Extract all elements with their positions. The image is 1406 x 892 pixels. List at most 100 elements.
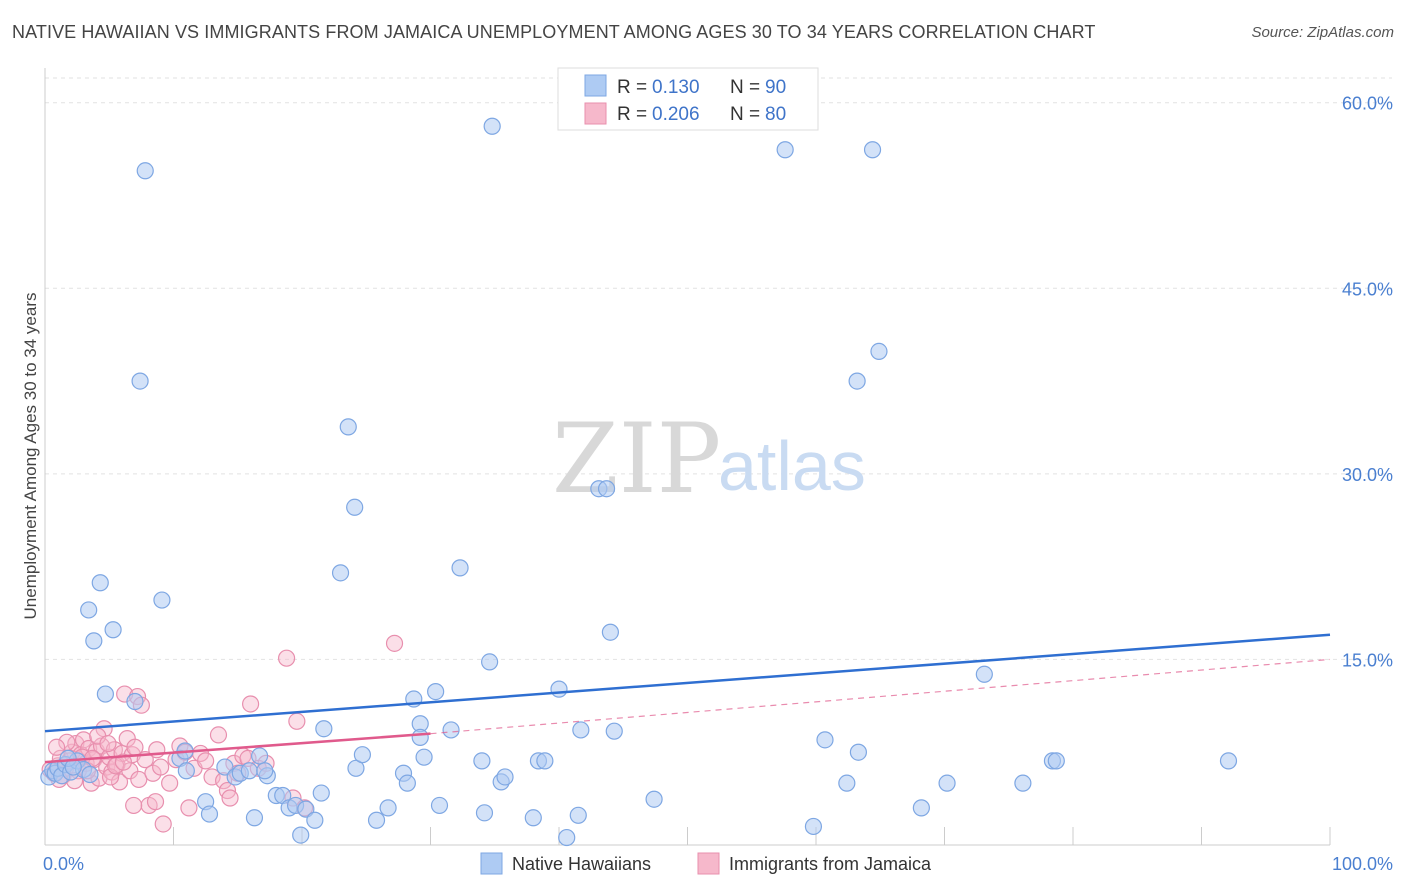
jamaica-point-62	[277, 649, 296, 667]
jamaica-point-70	[101, 768, 120, 786]
native-hawaiian-point-25	[200, 805, 219, 823]
jamaica-point-25	[110, 773, 129, 791]
series-native-hawaiians-points	[40, 117, 1238, 847]
legend-box: R = 0.130 N = 90 R = 0.206 N = 80	[557, 67, 819, 131]
jamaica-point-40	[146, 793, 165, 811]
watermark-atlas: atlas	[718, 427, 866, 505]
jamaica-point-54	[221, 789, 239, 807]
native-hawaiian-point-38	[297, 800, 315, 818]
jamaica-point-42	[161, 774, 179, 792]
native-hawaiian-point-16	[153, 591, 171, 609]
native-hawaiian-point-42	[315, 720, 333, 738]
bottom-legend-label-jamaica: Immigrants from Jamaica	[729, 854, 932, 874]
legend-r-value-1: 0.130	[652, 77, 700, 98]
jamaica-point-41	[154, 815, 172, 833]
native-hawaiian-point-59	[451, 559, 469, 577]
native-hawaiian-point-41	[312, 784, 330, 802]
native-hawaiian-point-31	[250, 747, 269, 765]
bottom-legend-swatch-jamaica	[697, 852, 720, 875]
native-hawaiian-point-79	[816, 731, 834, 749]
native-hawaiian-point-44	[339, 418, 357, 436]
native-hawaiian-point-74	[601, 623, 620, 641]
native-hawaiian-point-89	[1014, 774, 1032, 792]
native-hawaiian-point-73	[597, 480, 616, 498]
native-hawaiian-point-51	[398, 774, 416, 792]
native-hawaiian-point-58	[442, 721, 460, 739]
y-axis-label: Unemployment Among Ages 30 to 34 years	[21, 293, 40, 620]
x-tick-label-0: 0.0%	[43, 854, 84, 874]
jamaica-point-46	[180, 799, 198, 817]
y-tick-labels: 15.0% 30.0% 45.0% 60.0%	[1342, 94, 1393, 671]
native-hawaiian-point-45	[346, 498, 364, 516]
native-hawaiian-point-57	[430, 796, 449, 815]
native-hawaiian-point-67	[536, 752, 554, 770]
native-hawaiian-point-56	[427, 682, 445, 701]
native-hawaiian-point-12	[136, 162, 154, 180]
legend-swatch-jamaica	[584, 102, 607, 125]
legend-swatch-native-hawaiians	[584, 74, 607, 97]
legend-n-value-2: 80	[765, 104, 786, 125]
native-hawaiian-point-54	[411, 728, 429, 746]
native-hawaiian-point-77	[645, 790, 663, 808]
native-hawaiian-point-83	[848, 372, 866, 390]
jamaica-point-11	[74, 731, 93, 749]
native-hawaiian-point-88	[975, 665, 993, 683]
x-tick-labels: 0.0% 100.0%	[43, 854, 1393, 874]
jamaica-point-79	[99, 734, 117, 753]
native-hawaiian-point-43	[331, 564, 350, 582]
jamaica-point-49	[197, 752, 215, 770]
legend-r-label-1: R =	[617, 77, 647, 98]
grid-lines	[45, 77, 1392, 660]
native-hawaiian-point-62	[481, 653, 499, 671]
x-tick-label-1: 100.0%	[1332, 854, 1393, 874]
native-hawaiian-point-15	[80, 601, 98, 619]
bottom-legend: Native Hawaiians Immigrants from Jamaica	[480, 852, 932, 875]
native-hawaiian-point-48	[367, 811, 386, 829]
jamaica-trend-line	[44, 732, 431, 764]
y-tick-label-0: 15.0%	[1342, 650, 1393, 670]
native-hawaiian-point-78	[776, 141, 794, 159]
jamaica-point-59	[242, 695, 260, 713]
legend-n-label-2: N =	[730, 104, 760, 125]
trend-lines	[44, 633, 1331, 764]
native-hawaiian-point-91	[1047, 752, 1065, 770]
chart-title: NATIVE HAWAIIAN VS IMMIGRANTS FROM JAMAI…	[12, 22, 1096, 42]
jamaica-point-78	[114, 753, 132, 771]
legend-n-label-1: N =	[730, 77, 760, 98]
native-hawaiian-point-64	[496, 768, 514, 786]
native-hawaiian-point-65	[483, 117, 501, 135]
native-hawaiian-point-82	[849, 743, 868, 761]
bottom-legend-swatch-native-hawaiians	[480, 852, 503, 875]
series-jamaica-points	[41, 634, 404, 833]
native-hawaiian-point-39	[292, 826, 310, 844]
native-hawaiian-point-20	[126, 692, 144, 711]
native-hawaiian-point-55	[415, 748, 433, 766]
native-hawaiian-point-19	[96, 685, 114, 703]
y-tick-label-1: 30.0%	[1342, 465, 1393, 485]
jamaica-point-74	[47, 738, 66, 756]
native-hawaiian-point-9	[81, 765, 99, 784]
watermark: ZIP atlas	[552, 403, 866, 515]
native-hawaiian-point-60	[473, 752, 491, 770]
native-hawaiian-point-76	[605, 722, 623, 740]
native-hawaiian-point-22	[177, 762, 195, 780]
native-hawaiian-point-29	[240, 762, 258, 780]
native-hawaiian-point-13	[131, 372, 149, 390]
native-hawaiian-point-92	[1219, 752, 1238, 770]
jamaica-point-39	[152, 758, 170, 776]
native-hawaiian-point-26	[216, 758, 234, 776]
native-hawaiian-point-71	[569, 806, 587, 824]
legend-r-value-2: 0.206	[652, 104, 700, 125]
jamaica-point-34	[130, 770, 148, 789]
native-hawaiian-point-17	[85, 632, 103, 650]
native-hawaiian-point-75	[572, 721, 590, 739]
native-hawaiian-point-14	[91, 574, 109, 592]
jamaica-point-66	[385, 634, 404, 652]
y-tick-label-3: 60.0%	[1342, 94, 1393, 114]
native-hawaiian-point-33	[256, 762, 274, 780]
native-hawaiian-point-86	[912, 799, 930, 817]
native-hawaiian-point-68	[550, 680, 568, 698]
native-hawaiian-point-49	[379, 799, 397, 817]
jamaica-point-73	[125, 796, 143, 815]
native-hawaiian-point-40	[306, 811, 324, 829]
